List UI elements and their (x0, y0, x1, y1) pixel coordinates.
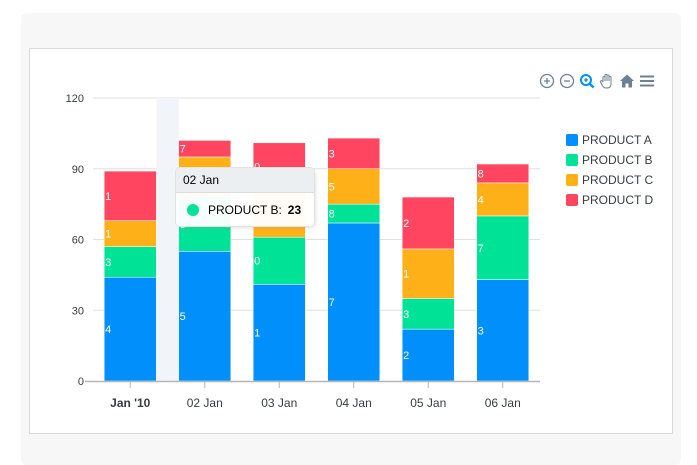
data-label: 4 (478, 194, 484, 206)
bar-segment (476, 182, 530, 217)
data-label: 1 (254, 328, 260, 340)
y-axis: 0 30 60 90 120 (66, 93, 84, 388)
legend: PRODUCT A PRODUCT B PRODUCT C PRODUCT D (566, 130, 653, 210)
zoom-out-icon[interactable] (559, 73, 575, 89)
bar-segment (178, 140, 232, 158)
hover-highlight-column (156, 98, 179, 381)
data-label: 3 (105, 257, 111, 269)
legend-item-product-a[interactable]: PRODUCT A (566, 130, 653, 150)
data-label: 2 (403, 350, 409, 362)
legend-item-product-c[interactable]: PRODUCT C (566, 170, 653, 190)
bar-segment (401, 196, 455, 250)
data-label: 4 (105, 324, 111, 336)
bar-segment (103, 220, 157, 247)
data-label: 3 (403, 309, 409, 321)
data-label: 8 (478, 168, 484, 180)
tooltip-title: 02 Jan (176, 168, 314, 193)
bar-segment (103, 276, 157, 382)
y-tick-label: 60 (72, 235, 84, 247)
legend-label: PRODUCT D (582, 193, 654, 207)
data-label: 5 (329, 181, 335, 193)
data-label: 3 (329, 148, 335, 160)
data-label: 1 (105, 191, 111, 203)
legend-marker (566, 194, 578, 206)
bar-segment (401, 248, 455, 299)
x-tick-label: 06 Jan (485, 396, 521, 410)
bar-segment (327, 168, 381, 205)
bar-segment (476, 215, 530, 280)
tooltip: 02 Jan PRODUCT B: 23 (175, 167, 315, 227)
bar-segment (252, 284, 306, 382)
bar-segment (476, 163, 530, 184)
tooltip-series-name: PRODUCT B: (208, 202, 282, 217)
y-tick-label: 120 (66, 93, 84, 105)
legend-label: PRODUCT A (582, 133, 652, 147)
data-label: 2 (403, 218, 409, 230)
zoom-in-icon[interactable] (539, 73, 555, 89)
bar-segment (327, 203, 381, 224)
y-tick-label: 90 (72, 164, 84, 176)
chart-toolbar (539, 72, 655, 90)
legend-item-product-b[interactable]: PRODUCT B (566, 150, 653, 170)
menu-icon[interactable] (639, 73, 655, 89)
bar-segment (252, 236, 306, 285)
x-axis: Jan '10 02 Jan 03 Jan 04 Jan 05 Jan 06 Jan (85, 380, 540, 410)
data-label: 1 (105, 229, 111, 241)
legend-label: PRODUCT B (582, 153, 653, 167)
bar-segment (103, 246, 157, 278)
reset-home-icon[interactable] (619, 73, 635, 89)
bar-segment (401, 298, 455, 330)
data-label: 7 (329, 297, 335, 309)
bar-segment (476, 279, 530, 382)
pan-hand-icon[interactable] (599, 73, 615, 89)
data-label: 7 (478, 243, 484, 255)
x-tick-label: 03 Jan (261, 396, 297, 410)
legend-marker (566, 174, 578, 186)
data-label: 3 (478, 325, 484, 337)
bar-segment (327, 222, 381, 382)
data-label: 8 (329, 209, 335, 221)
x-tick-label: 02 Jan (187, 396, 223, 410)
selection-zoom-icon[interactable] (579, 73, 595, 89)
y-tick-label: 0 (78, 376, 84, 388)
data-label: 7 (180, 144, 186, 156)
tooltip-value: 23 (287, 202, 302, 217)
legend-marker (566, 154, 578, 166)
tooltip-body: PRODUCT B: 23 (176, 193, 314, 226)
data-label: 0 (254, 256, 260, 268)
x-tick-label: Jan '10 (110, 396, 151, 410)
bar-segment (401, 328, 455, 382)
data-label: 5 (180, 311, 186, 323)
bar-segment (103, 170, 157, 221)
tooltip-series-marker (187, 203, 199, 216)
legend-item-product-d[interactable]: PRODUCT D (566, 190, 653, 210)
bar-segment (327, 137, 381, 169)
legend-label: PRODUCT C (582, 173, 654, 187)
bar-segment (178, 251, 232, 382)
y-tick-label: 30 (72, 305, 84, 317)
x-tick-label: 05 Jan (410, 396, 446, 410)
x-tick-label: 04 Jan (336, 396, 372, 410)
data-label: 1 (403, 269, 409, 281)
legend-marker (566, 134, 578, 146)
